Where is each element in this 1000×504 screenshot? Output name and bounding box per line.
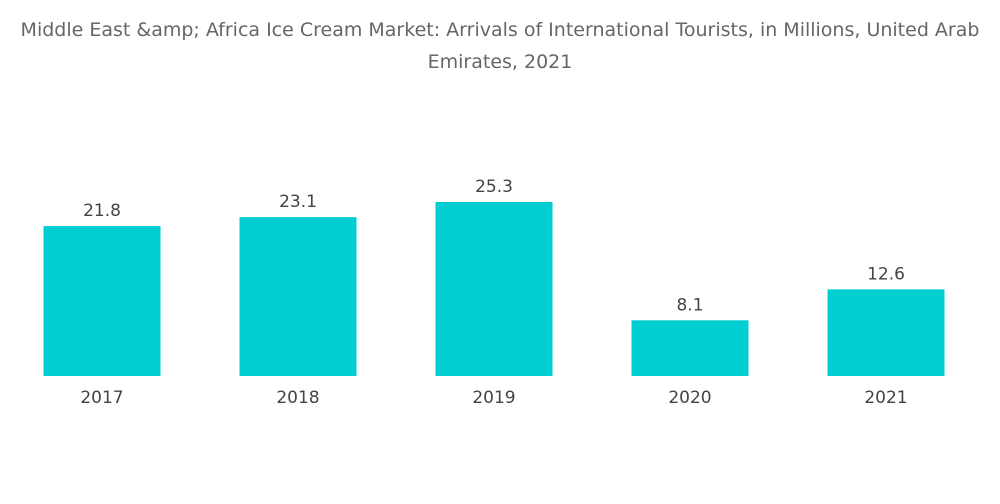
x-tick-label: 2020 (668, 388, 711, 408)
bar-2018 (239, 217, 357, 376)
x-tick-label: 2019 (472, 388, 515, 408)
chart-title: Middle East &amp; Africa Ice Cream Marke… (20, 19, 980, 73)
data-label: 23.1 (279, 192, 317, 212)
bar-2019 (435, 202, 553, 376)
bar-2017 (43, 226, 161, 376)
data-label: 21.8 (83, 201, 121, 221)
data-label: 8.1 (676, 295, 703, 315)
x-tick-label: 2021 (864, 388, 907, 408)
x-tick-label: 2017 (80, 388, 123, 408)
bar-2020 (631, 320, 749, 376)
bar-2021 (827, 289, 945, 376)
data-label: 25.3 (475, 177, 513, 197)
x-tick-label: 2018 (276, 388, 319, 408)
data-label: 12.6 (867, 264, 905, 284)
